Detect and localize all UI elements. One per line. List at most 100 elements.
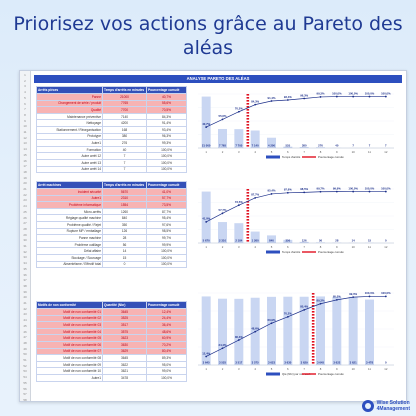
row-value-cell[interactable]: 1260 (102, 207, 147, 216)
row-pct-cell[interactable]: 99,0% (146, 367, 187, 375)
row-label-cell[interactable]: Incident sécurité (36, 188, 103, 196)
table-row[interactable]: Rupture MP / emballage 126 98,5% (36, 227, 187, 236)
row-pct-cell[interactable]: 95,0% (146, 360, 187, 369)
row-value-cell[interactable]: 7700 (102, 106, 147, 114)
table-row[interactable]: Absentéisme / Effectif total 0 100,0% (36, 260, 187, 269)
row-value-cell[interactable]: 40 (102, 145, 147, 154)
row-pct-cell[interactable]: 100,0% (146, 145, 187, 154)
row-label-cell[interactable]: Problème qualité / Rejet (36, 220, 103, 229)
table-row[interactable]: Problème qualité / Rejet 350 97,6% (36, 220, 187, 229)
row-label-cell[interactable]: Stationnement / Réorganisation (36, 125, 103, 134)
row-pct-cell[interactable]: 55,6% (146, 99, 187, 108)
row-label-cell[interactable]: Motif de non conformité 07 (36, 347, 103, 356)
row-value-cell[interactable]: 5670 (102, 188, 147, 196)
table-row[interactable]: Réglage qualité machine 840 95,4% (36, 214, 187, 222)
row-label-cell[interactable]: Formation (36, 145, 103, 154)
row-label-cell[interactable]: Panne (36, 93, 103, 101)
row-label-cell[interactable]: Problème informatique (36, 201, 103, 209)
row-pct-cell[interactable]: 89,3% (146, 354, 187, 362)
row-label-cell[interactable]: Autre arrêt 14 (36, 165, 103, 174)
row-value-cell[interactable]: 3575 (102, 327, 147, 336)
table-row[interactable]: Motif de non conformité 01 3645 12,4% (36, 308, 187, 316)
row-label-cell[interactable]: Délai affaire (36, 247, 103, 255)
row-value-cell[interactable]: 3645 (102, 354, 147, 362)
table-row[interactable]: Autre1 2310 57,7% (36, 194, 187, 203)
row-label-cell[interactable]: Stockage / Sourcage (36, 253, 103, 262)
row-value-cell[interactable]: 3517 (102, 321, 147, 329)
row-value-cell[interactable]: 7765 (102, 99, 147, 108)
row-value-cell[interactable]: 7 (102, 165, 147, 174)
row-label-cell[interactable]: Micro-arrêts (36, 207, 103, 216)
row-label-cell[interactable]: Motif de non conformité 05 (36, 334, 103, 342)
table-row[interactable]: Panne 21000 40,7% (36, 93, 187, 101)
row-pct-cell[interactable]: 100,0% (146, 247, 187, 255)
row-label-cell[interactable]: Motif de non conformité 04 (36, 327, 103, 336)
row-label-cell[interactable]: Changement de série / produit (36, 99, 103, 108)
row-label-cell[interactable]: Motif de non conformité 09 (36, 360, 103, 369)
table-row[interactable]: Panne machine 28 99,7% (36, 234, 187, 242)
table-row[interactable]: Autre1 276 99,3% (36, 139, 187, 147)
row-value-cell[interactable]: 7 (102, 152, 147, 160)
row-value-cell[interactable]: 126 (102, 227, 147, 236)
row-pct-cell[interactable]: 97,6% (146, 220, 187, 229)
table-row[interactable]: Qualité 7700 70,5% (36, 106, 187, 114)
table-row[interactable]: Problème outillage 56 99,9% (36, 240, 187, 249)
table-row[interactable]: Stationnement / Réorganisation 168 93,4% (36, 125, 187, 134)
row-label-cell[interactable]: Panne machine (36, 234, 103, 242)
row-value-cell[interactable]: 2310 (102, 194, 147, 203)
row-value-cell[interactable]: 4200 (102, 119, 147, 127)
row-label-cell[interactable]: Nettoyage (36, 119, 103, 127)
table-row[interactable]: Motif de non conformité 09 3622 95,0% (36, 360, 187, 369)
row-label-cell[interactable]: Motif de non conformité 02 (36, 314, 103, 323)
row-label-cell[interactable]: Réglage qualité machine (36, 214, 103, 222)
row-value-cell[interactable]: 3629 (102, 347, 147, 356)
row-value-cell[interactable]: 350 (102, 220, 147, 229)
spreadsheet-sheet[interactable]: 1 2 3 4 5 6 7 8 9 10 11 12 13 14 15 16 17 18 19 20 21 22 23 24 2… (19, 70, 407, 402)
table-row[interactable]: Motif de non conformité 05 3623 60,9% (36, 334, 187, 342)
row-label-cell[interactable]: Maintenance préventive (36, 112, 103, 121)
row-label-cell[interactable]: Autre1 (36, 139, 103, 147)
row-value-cell[interactable]: 21000 (102, 93, 147, 101)
table-row[interactable]: Formation 40 100,0% (36, 145, 187, 154)
row-value-cell[interactable]: 380 (102, 132, 147, 141)
row-value-cell[interactable]: 0 (102, 260, 147, 269)
row-value-cell[interactable]: 3623 (102, 334, 147, 342)
row-pct-cell[interactable]: 96,3% (146, 132, 187, 141)
row-value-cell[interactable]: 15 (102, 253, 147, 262)
row-value-cell[interactable]: 3645 (102, 308, 147, 316)
row-value-cell[interactable]: 1554 (102, 201, 147, 209)
table-row[interactable]: Autre arrêt 14 7 100,0% (36, 165, 187, 174)
table-row[interactable]: Stockage / Sourcage 15 100,0% (36, 253, 187, 262)
table-row[interactable]: Motif de non conformité 10 3621 99,0% (36, 367, 187, 375)
row-value-cell[interactable]: 3478 (102, 373, 147, 382)
row-value-cell[interactable]: 14 (102, 247, 147, 255)
table-row[interactable]: Problème informatique 1554 73,5% (36, 201, 187, 209)
table-row[interactable]: Motif de non conformité 06 3630 70,2% (36, 340, 187, 349)
row-value-cell[interactable]: 28 (102, 234, 147, 242)
row-pct-cell[interactable]: 80,4% (146, 347, 187, 356)
row-label-cell[interactable]: Absentéisme / Effectif total (36, 260, 103, 269)
row-pct-cell[interactable]: 41,0% (146, 188, 187, 196)
row-pct-cell[interactable]: 100,0% (146, 165, 187, 174)
row-pct-cell[interactable]: 99,7% (146, 234, 187, 242)
table-row[interactable]: Changement de série / produit 7765 55,6% (36, 99, 187, 108)
table-row[interactable]: Maintenance préventive 7140 84,3% (36, 112, 187, 121)
row-pct-cell[interactable]: 84,3% (146, 112, 187, 121)
row-value-cell[interactable]: 3630 (102, 340, 147, 349)
table-row[interactable]: Nettoyage 4200 91,4% (36, 119, 187, 127)
row-pct-cell[interactable]: 57,7% (146, 194, 187, 203)
row-pct-cell[interactable]: 24,4% (146, 314, 187, 323)
row-pct-cell[interactable]: 70,2% (146, 340, 187, 349)
row-label-cell[interactable]: Rupture MP / emballage (36, 227, 103, 236)
row-pct-cell[interactable]: 100,0% (146, 158, 187, 167)
row-label-cell[interactable]: Motif de non conformité 06 (36, 340, 103, 349)
row-label-cell[interactable]: Autre arrêt 12 (36, 152, 103, 160)
table-row[interactable]: Autre1 3478 100,0% (36, 373, 187, 382)
row-label-cell[interactable]: Qualité (36, 106, 103, 114)
row-label-cell[interactable]: Autre1 (36, 373, 103, 382)
row-value-cell[interactable]: 168 (102, 125, 147, 134)
table-row[interactable]: Micro-arrêts 1260 87,7% (36, 207, 187, 216)
row-pct-cell[interactable]: 100,0% (146, 260, 187, 269)
table-row[interactable]: Motif de non conformité 03 3517 36,4% (36, 321, 187, 329)
row-value-cell[interactable]: 56 (102, 240, 147, 249)
